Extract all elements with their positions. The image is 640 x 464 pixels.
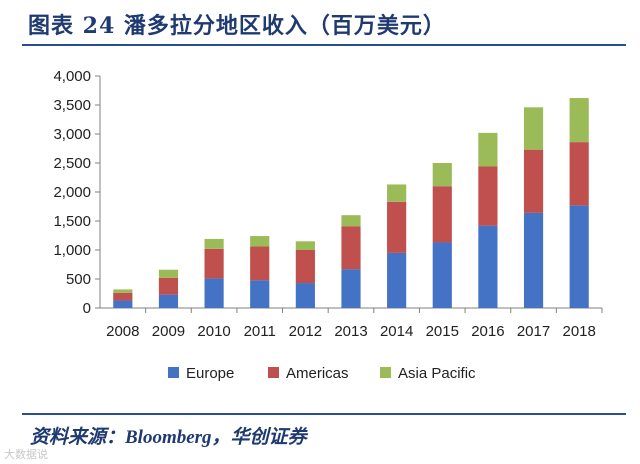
bar-asia-pacific-2017 [523, 107, 544, 150]
bar-europe-2014 [387, 252, 407, 308]
y-tick-label: 0 [83, 300, 91, 317]
bar-europe-2008 [113, 300, 133, 308]
bar-asia-pacific-2013 [341, 215, 361, 227]
y-tick-label: 3,000 [53, 126, 91, 143]
y-tick-label: 500 [66, 271, 91, 288]
x-tick-label: 2011 [244, 323, 276, 340]
bar-europe-2010 [204, 278, 224, 308]
chart-legend: Europe Americas Asia Pacific [168, 365, 476, 382]
bar-americas-2008 [113, 292, 133, 301]
bar-americas-2014 [387, 201, 407, 253]
bar-americas-2017 [523, 149, 544, 213]
legend-swatch-asia-pacific [380, 367, 391, 378]
x-tick-label: 2014 [380, 323, 413, 340]
bar-americas-2012 [295, 250, 315, 284]
bar-americas-2011 [250, 246, 270, 281]
y-tick-label: 1,000 [53, 242, 91, 259]
figure-title: 图表 24 潘多拉分地区收入（百万美元） [28, 13, 446, 39]
x-tick-label: 2018 [562, 323, 595, 340]
title-divider [22, 44, 626, 46]
bar-asia-pacific-2011 [250, 236, 270, 247]
legend-label-asia-pacific: Asia Pacific [398, 365, 476, 382]
bar-europe-2011 [250, 280, 270, 308]
x-tick-label: 2017 [517, 323, 550, 340]
bar-europe-2017 [523, 212, 544, 308]
x-tick-label: 2009 [152, 323, 185, 340]
bar-americas-2016 [478, 166, 498, 226]
legend-label-americas: Americas [286, 365, 349, 382]
stacked-bar-chart: 0 500 1,000 1,500 2,000 2,500 3,000 3,500 4,000 2… [53, 68, 603, 382]
bar-americas-2010 [204, 248, 224, 279]
y-tick-label: 1,500 [53, 213, 91, 230]
bar-asia-pacific-2016 [478, 132, 498, 167]
source-note: 资料来源：Bloomberg，华创证券 [30, 427, 307, 448]
x-tick-label: 2013 [334, 323, 367, 340]
bar-europe-2009 [158, 294, 179, 308]
x-tick-label: 2010 [197, 323, 230, 340]
bar-europe-2015 [432, 242, 452, 308]
bar-americas-2009 [158, 277, 179, 295]
bar-europe-2018 [569, 205, 589, 308]
bar-europe-2012 [295, 283, 315, 308]
y-tick-label: 2,000 [53, 184, 91, 201]
bar-asia-pacific-2010 [204, 238, 224, 249]
legend-swatch-americas [268, 367, 279, 378]
bar-asia-pacific-2014 [387, 184, 407, 202]
bar-europe-2016 [478, 225, 498, 308]
x-tick-label: 2008 [106, 323, 139, 340]
chart-axes: 0 500 1,000 1,500 2,000 2,500 3,000 3,500 4,000 2… [53, 68, 603, 340]
legend-label-europe: Europe [186, 365, 234, 382]
legend-swatch-europe [168, 367, 179, 378]
x-tick-label: 2016 [471, 323, 504, 340]
bar-asia-pacific-2012 [295, 241, 315, 250]
bar-asia-pacific-2008 [113, 289, 133, 293]
source-divider [22, 413, 626, 415]
bar-asia-pacific-2015 [432, 163, 452, 187]
y-tick-label: 3,500 [53, 97, 91, 114]
bar-asia-pacific-2018 [569, 98, 589, 143]
bar-asia-pacific-2009 [158, 269, 179, 278]
watermark-text: 大数据说 [4, 449, 48, 461]
bar-americas-2015 [432, 186, 452, 243]
chart-bars [113, 98, 589, 308]
bar-europe-2013 [341, 269, 361, 308]
y-tick-label: 2,500 [53, 155, 91, 172]
x-tick-label: 2012 [289, 323, 322, 340]
bar-americas-2018 [569, 142, 589, 206]
y-tick-label: 4,000 [53, 68, 91, 85]
bar-americas-2013 [341, 226, 361, 270]
x-tick-label: 2015 [426, 323, 459, 340]
